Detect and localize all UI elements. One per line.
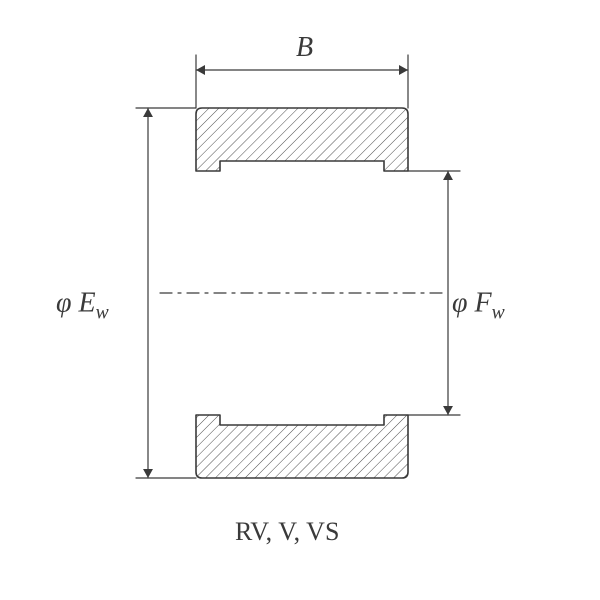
label-outer-diameter-Ew: φ Ew — [56, 288, 109, 325]
label-F-sub: w — [492, 302, 505, 323]
caption: RV, V, VS — [235, 517, 339, 547]
label-inner-diameter-Fw: φ Fw — [452, 288, 505, 325]
label-E-symbol: E — [79, 288, 96, 319]
label-E-prefix: φ — [56, 288, 79, 319]
label-F-prefix: φ — [452, 288, 475, 319]
label-width-B: B — [296, 32, 313, 64]
label-B-symbol: B — [296, 32, 313, 63]
caption-text: RV, V, VS — [235, 517, 339, 546]
label-F-symbol: F — [475, 288, 492, 319]
label-E-sub: w — [96, 302, 109, 323]
